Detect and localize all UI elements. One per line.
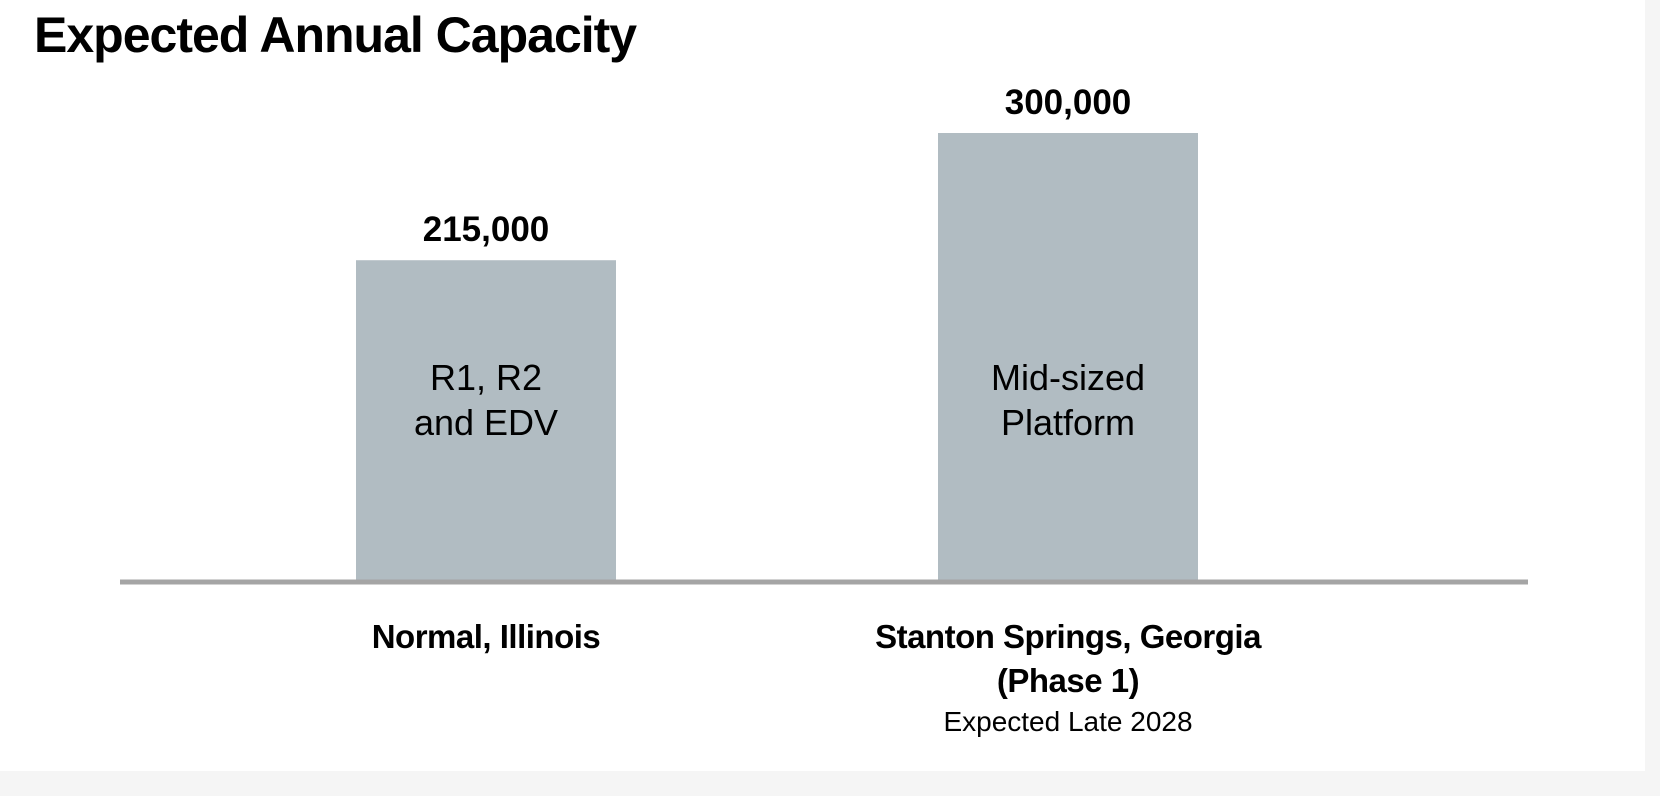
bar-inner-label: R1, R2 [430,357,542,398]
category-label: Normal, Illinois [372,618,601,655]
bar-1 [356,260,616,582]
category-note: Expected Late 2028 [943,706,1192,737]
chart-title: Expected Annual Capacity [34,7,637,63]
bar-inner-label: Platform [1001,402,1135,443]
bar-2 [938,133,1198,582]
value-label-2: 300,000 [1005,83,1132,122]
bar-inner-label: and EDV [414,402,558,443]
value-label-1: 215,000 [423,210,550,249]
category-label: Stanton Springs, Georgia [875,618,1262,655]
bar-inner-label: Mid-sized [991,357,1145,398]
chart-panel: Expected Annual Capacity 215,000 R1, R2 an… [34,7,1528,737]
category-label: (Phase 1) [997,662,1139,699]
